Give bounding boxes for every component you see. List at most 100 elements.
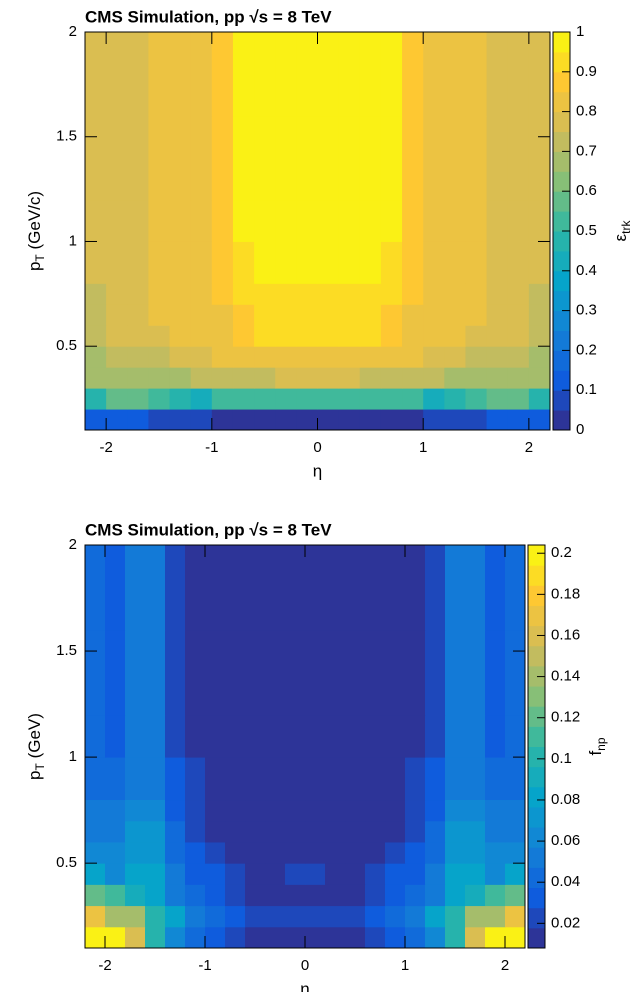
chart-title: CMS Simulation, pp √s = 8 TeV [85,7,332,26]
heat-cell [211,32,234,117]
heat-cell [380,346,403,368]
heat-cell [254,199,276,242]
heat-cell [465,325,488,347]
colorbar-tick-label: 0.1 [551,750,572,767]
colorbar-band [528,585,545,606]
heat-cell [285,799,306,822]
heat-cell [425,799,446,822]
heat-cell [185,629,206,716]
x-tick-label: 2 [501,957,509,974]
heat-cell [296,388,318,410]
heat-cell [275,325,297,347]
heat-cell [485,757,506,801]
heat-cell [505,714,526,758]
x-tick-label: -1 [198,957,211,974]
heat-cell [106,346,128,368]
heat-cell [465,283,488,305]
heat-cell [285,884,306,907]
heat-cell [245,757,266,801]
heat-cell [505,757,526,801]
heat-cell [380,325,403,347]
heat-cell [265,714,286,758]
heat-cell [185,884,206,907]
heat-cell [254,241,276,284]
heat-cell [505,545,526,631]
heat-cell [425,714,446,758]
heat-cell [385,863,406,885]
heat-cell [359,304,382,326]
heat-cell [405,820,426,843]
heat-cell [211,367,234,389]
heat-cell [505,863,526,885]
heat-cell [505,905,526,928]
heat-cell [385,841,406,864]
heat-cell [465,241,488,284]
heat-cell [445,841,466,864]
colorbar-band [553,350,570,371]
heat-cell [402,241,424,284]
heat-cell [254,388,276,410]
colorbar-band [528,766,545,788]
heat-cell [225,841,246,864]
colorbar-band [553,410,570,431]
heat-cell [485,841,506,864]
heat-cell [445,863,466,885]
colorbar-band [553,330,570,351]
heat-cell [528,367,551,389]
colorbar-band [553,250,570,272]
heat-cell [245,905,266,928]
heat-cell [465,346,488,368]
heat-cell [211,388,234,410]
heat-cell [106,241,128,284]
heat-cell [211,409,234,431]
heat-cell [425,884,446,907]
heat-cell [296,346,318,368]
heat-cell [325,841,346,864]
heat-cell [465,799,486,822]
heat-cell [145,905,166,928]
heat-cell [190,241,213,284]
heat-cell [105,926,126,949]
heat-cell [325,820,346,843]
chart-title: CMS Simulation, pp √s = 8 TeV [85,520,332,539]
heat-cell [423,346,445,368]
heat-cell [105,714,126,758]
x-tick-label: 1 [401,957,409,974]
heat-cell [402,388,424,410]
heat-cell [85,757,106,801]
heat-cell [85,241,107,284]
heat-cell [148,115,171,201]
heat-cell [485,799,506,822]
colorbar-tick-label: 0.12 [551,709,580,726]
heat-cell [232,241,255,284]
colorbar-band [553,111,570,132]
heat-cell [127,283,149,305]
heat-cell [185,841,206,864]
heat-cell [296,367,318,389]
heat-cell [106,388,128,410]
heat-cell [169,388,192,410]
heat-cell [296,199,318,242]
heat-cell [225,863,246,885]
heat-cell [365,629,386,716]
heat-cell [485,863,506,885]
heat-cell [405,629,426,716]
heat-cell [169,409,192,431]
heat-cell [85,32,107,117]
heat-cell [338,388,361,410]
heat-cell [325,757,346,801]
colorbar-band [553,91,570,113]
heat-cell [305,757,326,801]
heat-cell [444,304,466,326]
heat-cell [423,199,445,242]
colorbar-label-part: ε [611,233,630,241]
colorbar-band [528,746,545,768]
heat-cell [106,409,128,431]
heat-cell [305,926,326,949]
heat-cell [385,884,406,907]
heat-cell [285,820,306,843]
heat-cell [338,32,361,117]
y-tick-label: 1.5 [56,128,77,145]
heat-cell [345,841,366,864]
